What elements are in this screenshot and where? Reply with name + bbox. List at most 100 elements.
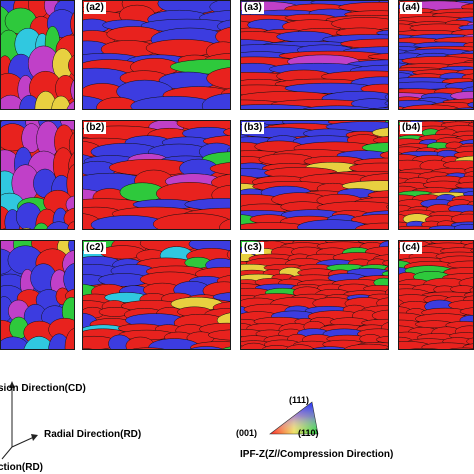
- panel-label-b3: (b3): [242, 122, 265, 134]
- panel-label-a2: (a2): [84, 2, 106, 14]
- panel-label-b4: (b4): [400, 122, 423, 134]
- panel-b3: (b3): [240, 120, 389, 230]
- grain: [371, 127, 388, 138]
- grain: [241, 104, 319, 109]
- grain: [189, 346, 224, 349]
- grain: [66, 164, 74, 203]
- rd-axis-arrowhead: [31, 434, 38, 441]
- grain: [1, 336, 30, 349]
- panel-c1: [0, 240, 75, 350]
- panel-b1: [0, 120, 75, 230]
- ipf-label-001: (001): [236, 428, 258, 438]
- grain: [355, 222, 388, 229]
- grain: [226, 250, 230, 259]
- sample-axes-diagram: [1, 381, 38, 460]
- grain-map: [1, 241, 74, 349]
- panel-c2: (c2): [82, 240, 231, 350]
- grain: [453, 107, 473, 109]
- grain: [351, 98, 388, 109]
- grain: [467, 101, 473, 108]
- grain: [70, 79, 74, 101]
- grain: [466, 337, 473, 346]
- grain: [449, 347, 473, 349]
- panel-a4: (a4): [398, 0, 474, 110]
- ipf-label-110: (110): [298, 428, 319, 438]
- grain-map: [241, 1, 388, 109]
- panel-label-c3: (c3): [242, 242, 264, 254]
- grain: [64, 328, 74, 349]
- grain: [370, 107, 388, 109]
- grain-map: [241, 241, 388, 349]
- grain: [48, 333, 71, 349]
- grain: [132, 347, 165, 349]
- grain: [261, 345, 292, 349]
- td-axis-line: [1, 446, 13, 460]
- grain: [223, 127, 230, 137]
- grain: [453, 223, 473, 229]
- grain: [399, 225, 438, 229]
- grain-map: [399, 241, 473, 349]
- panel-a2: (a2): [82, 0, 231, 110]
- grain: [209, 162, 230, 176]
- grain: [376, 29, 388, 37]
- ipf-color-triangle: [269, 401, 319, 435]
- panel-b2: (b2): [82, 120, 231, 230]
- grain: [386, 204, 388, 209]
- grain: [470, 248, 473, 253]
- ipf-label-111: (111): [289, 395, 310, 405]
- panel-label-c4: (c4): [400, 242, 422, 254]
- grain: [83, 347, 93, 349]
- grain: [375, 335, 388, 344]
- grain: [285, 344, 314, 349]
- ipf-triangle-overlay: [270, 402, 318, 434]
- grain: [382, 259, 388, 267]
- grain: [51, 95, 71, 109]
- cd-axis-arrowhead: [9, 381, 15, 388]
- grain: [208, 329, 230, 341]
- grain: [401, 104, 460, 109]
- panel-label-a4: (a4): [400, 2, 422, 14]
- grain: [66, 100, 74, 109]
- grain: [68, 54, 74, 76]
- grain: [215, 27, 230, 46]
- panel-a3: (a3): [240, 0, 389, 110]
- grain: [381, 270, 388, 277]
- grain: [384, 94, 388, 100]
- grain: [344, 343, 388, 349]
- grain-map: [83, 241, 230, 349]
- grain: [63, 263, 74, 295]
- grain-map: [1, 1, 74, 109]
- panel-label-c2: (c2): [84, 242, 106, 254]
- ipf-key-title: IPF-Z(Z//Compression Direction): [240, 449, 394, 460]
- panel-label-b2: (b2): [84, 122, 107, 134]
- grain: [455, 181, 473, 190]
- grain: [70, 11, 74, 37]
- radial-direction-label: Radial Direction(RD): [44, 429, 142, 440]
- compression-direction-label: sion Direction(CD): [0, 383, 86, 394]
- grain: [68, 132, 74, 158]
- grain: [241, 342, 268, 349]
- grain: [367, 53, 388, 61]
- grain: [311, 346, 349, 349]
- grain: [410, 348, 439, 349]
- grain: [152, 213, 230, 229]
- grain: [372, 135, 388, 145]
- grain-map: [1, 121, 74, 229]
- grain-map: [83, 1, 230, 109]
- grain-map: [83, 121, 230, 229]
- panel-a1: [0, 0, 75, 110]
- grain: [450, 285, 473, 294]
- grain: [206, 67, 230, 90]
- rd-axis-line: [11, 436, 35, 448]
- grain: [212, 292, 230, 302]
- grain: [384, 101, 388, 106]
- grain-map: [241, 121, 388, 229]
- grain: [1, 94, 26, 109]
- grain-map: [399, 121, 473, 229]
- grain: [302, 105, 373, 109]
- grain: [201, 93, 230, 109]
- grain: [385, 347, 388, 349]
- ipf-triangle-outline: [269, 401, 319, 435]
- grain: [350, 213, 388, 226]
- grain: [459, 307, 473, 316]
